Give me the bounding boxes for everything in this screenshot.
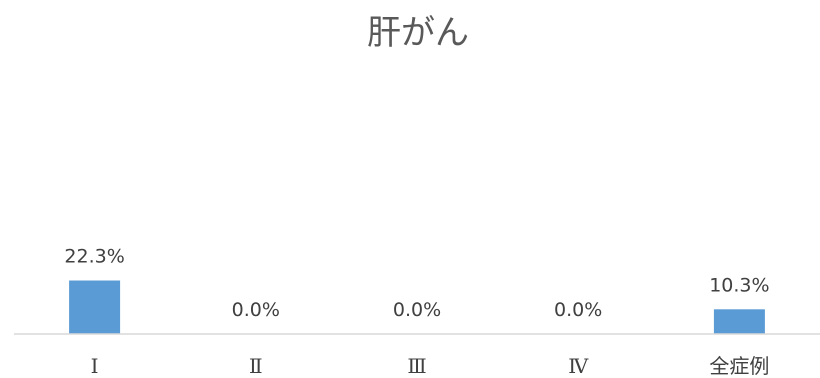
bar-0 (69, 280, 121, 334)
x-tick-label-1: Ⅱ (249, 354, 263, 378)
plot-area: 22.3% Ⅰ 0.0% Ⅱ 0.0% Ⅲ 0.0% Ⅳ 10.3% 全症例 (64, 246, 769, 378)
x-tick-label-0: Ⅰ (91, 354, 99, 378)
data-label-2: 0.0% (393, 299, 441, 321)
bar-4 (713, 309, 765, 334)
x-tick-label-3: Ⅳ (568, 354, 589, 378)
data-label-1: 0.0% (232, 299, 280, 321)
x-tick-label-4: 全症例 (709, 354, 769, 378)
data-label-4: 10.3% (709, 274, 769, 296)
data-label-3: 0.0% (554, 299, 602, 321)
data-label-0: 22.3% (64, 246, 124, 268)
chart-title: 肝がん (367, 13, 469, 53)
x-tick-label-2: Ⅲ (407, 354, 426, 378)
